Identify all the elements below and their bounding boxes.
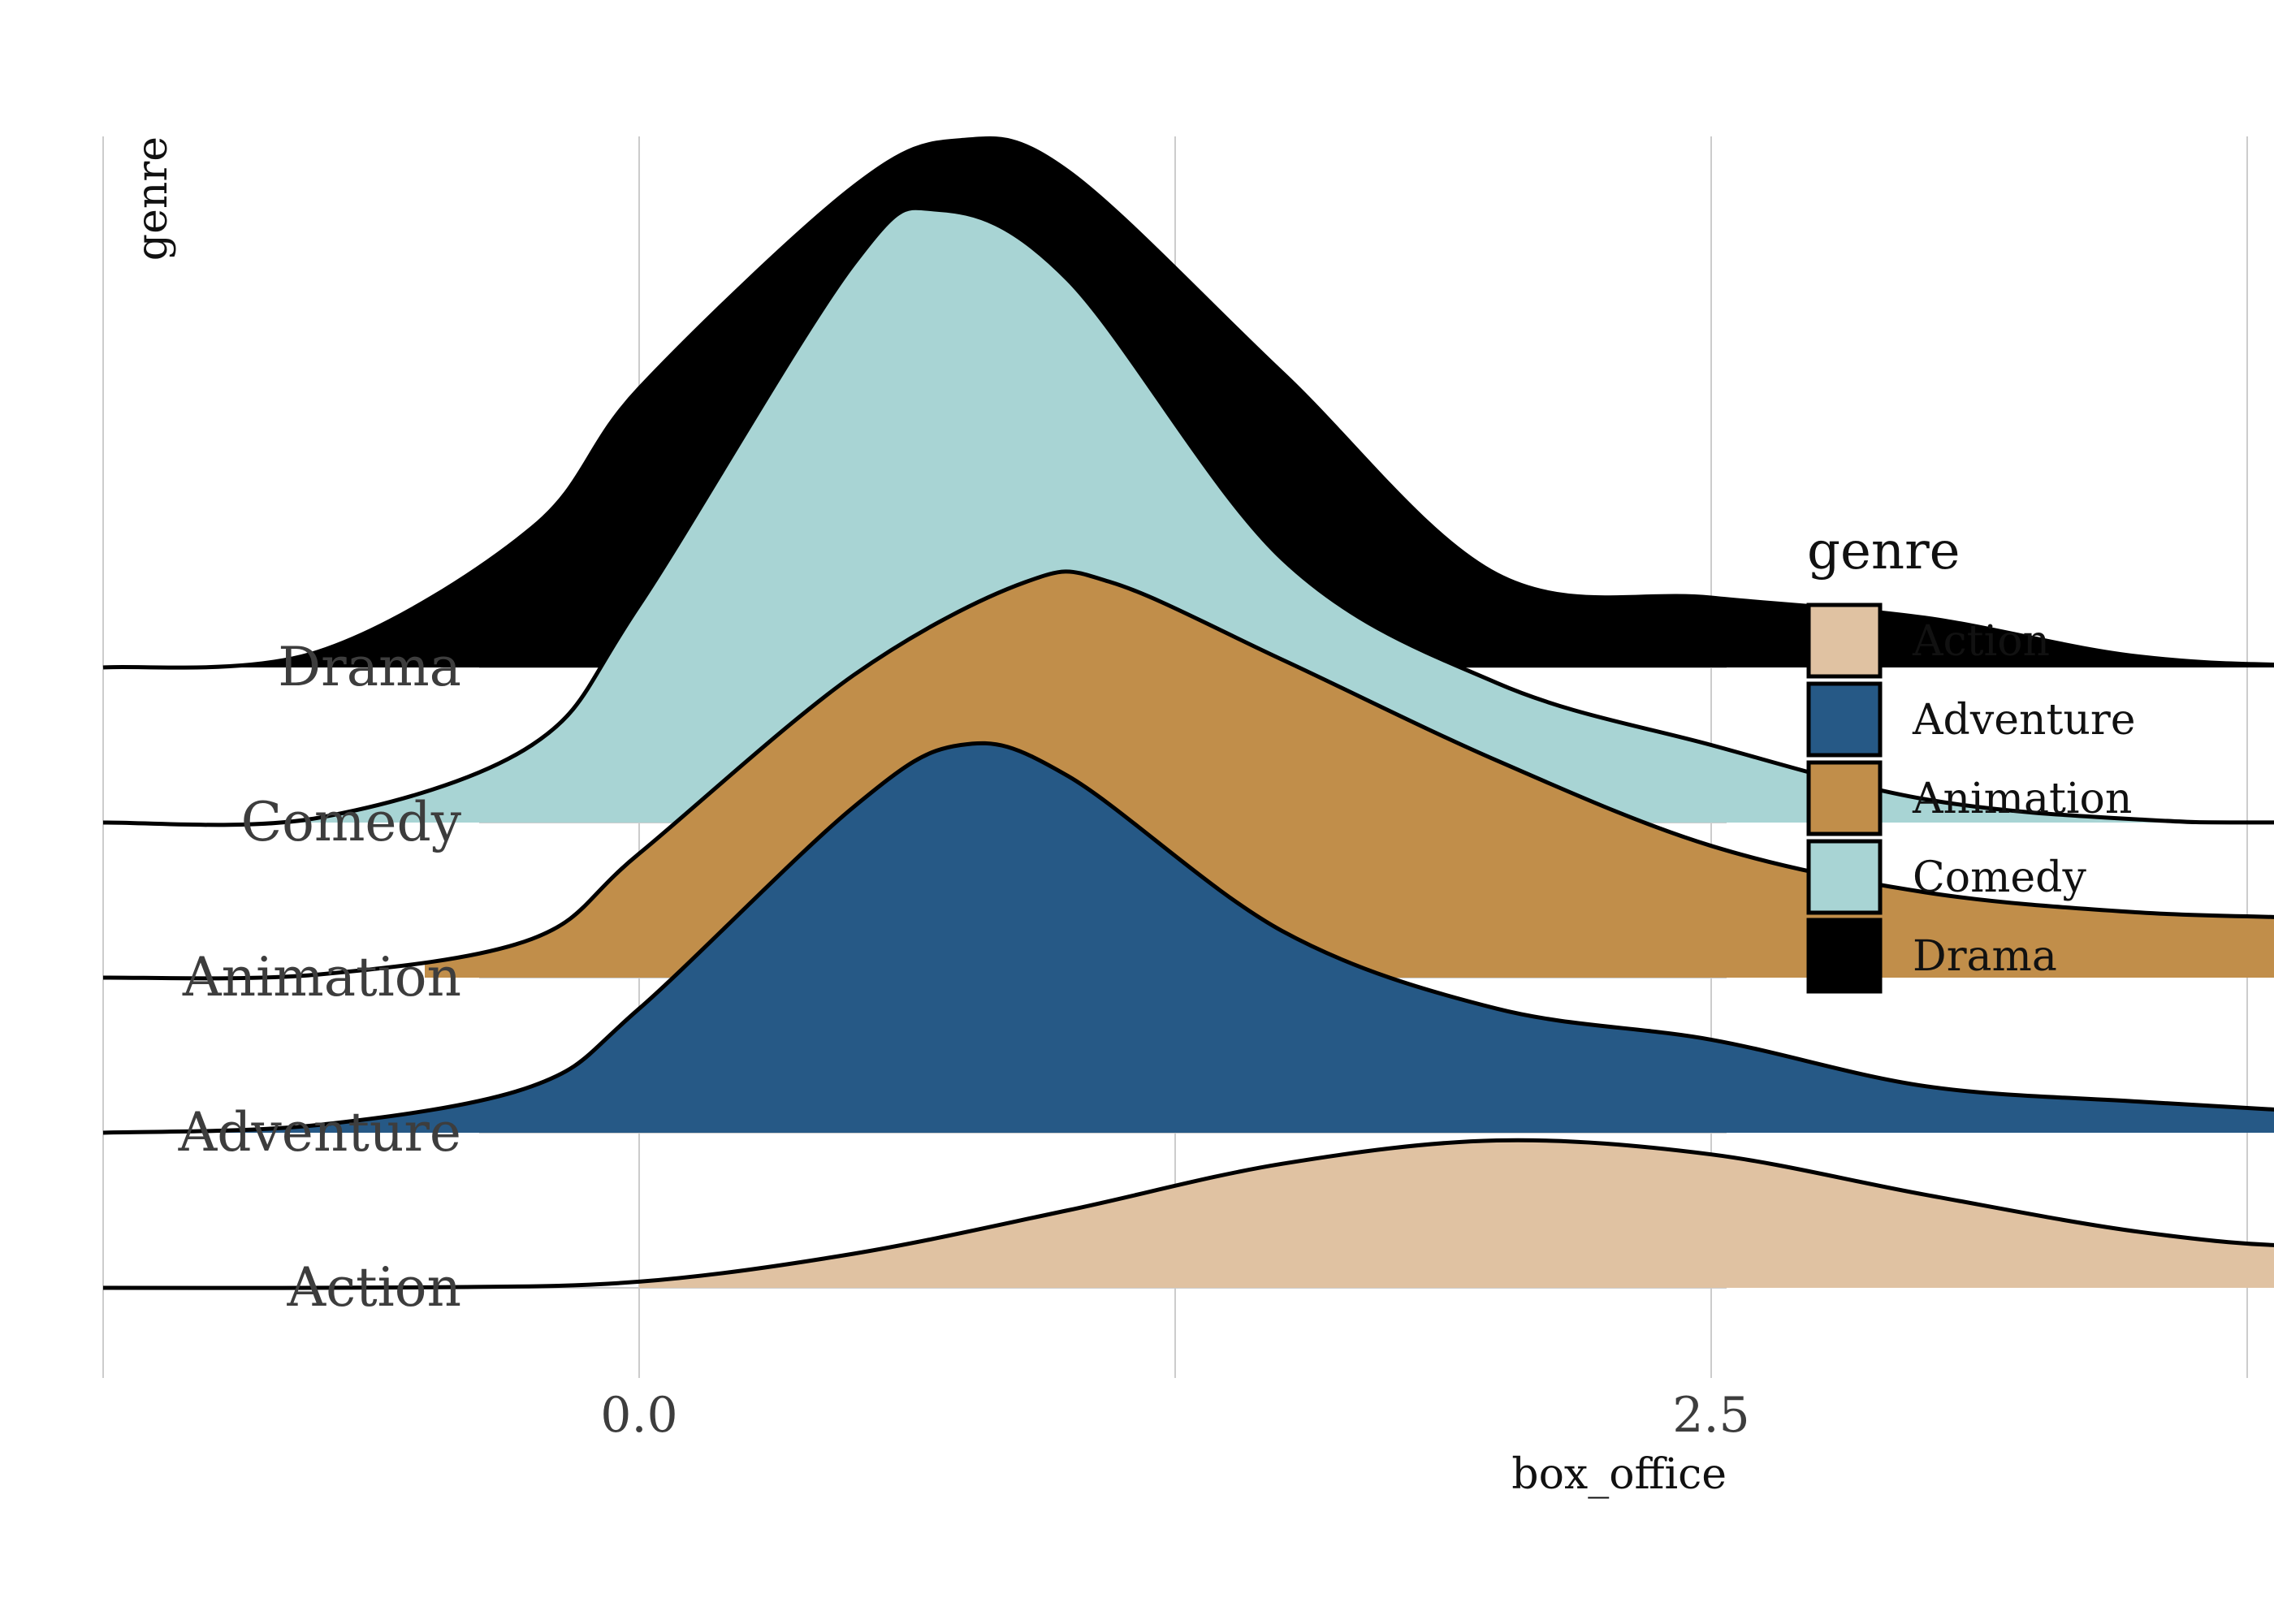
legend-key — [1806, 603, 1883, 679]
ridge-area — [103, 138, 2274, 667]
legend-label: Comedy — [1913, 853, 2086, 902]
legend-label: Animation — [1912, 775, 2132, 823]
legend-label: Action — [1912, 617, 2050, 666]
legend-item-comedy: Comedy — [1806, 839, 2086, 915]
legend-label: Drama — [1913, 932, 2057, 981]
legend-items: Action Adventure Animation Comedy Drama — [1806, 603, 2136, 994]
legend-label: Adventure — [1912, 696, 2136, 745]
legend-item-action: Action — [1806, 603, 2050, 679]
y-tick-label: Adventure — [178, 1101, 461, 1164]
y-tick-label: Action — [287, 1256, 462, 1319]
legend-key — [1806, 918, 1883, 994]
ridge-line — [102, 741, 2274, 1135]
ridge-line — [102, 1138, 2274, 1290]
ridge-adventure — [102, 741, 2274, 1135]
x-axis-title: box_office — [1511, 1450, 1727, 1499]
ridge-area — [639, 1140, 2274, 1288]
ridge-line — [102, 569, 2274, 981]
ridge-area — [210, 743, 2274, 1133]
legend-key — [1806, 839, 1883, 915]
legend-item-animation: Animation — [1806, 760, 2132, 836]
x-tick-labels: 0.02.55.07.510.012.5 — [600, 1387, 1749, 1444]
y-axis-title: genre — [128, 136, 177, 261]
x-tick-label: 2.5 — [1672, 1387, 1749, 1444]
legend-key — [1806, 760, 1883, 836]
legend-title: genre — [1807, 521, 1961, 581]
legend-key — [1806, 681, 1883, 758]
legend-item-drama: Drama — [1806, 918, 2057, 994]
y-tick-labels: Action Adventure Animation Comedy Drama — [178, 636, 462, 1319]
legend-item-adventure: Adventure — [1806, 681, 2136, 758]
ridge-action — [102, 1138, 2274, 1290]
x-tick-label: 0.0 — [600, 1387, 677, 1444]
legend: genre Action Adventure Animation Comedy Dram… — [1806, 521, 2136, 994]
y-tick-label: Drama — [278, 636, 461, 698]
y-tick-label: Comedy — [241, 791, 462, 853]
y-tick-label: Animation — [182, 946, 461, 1009]
